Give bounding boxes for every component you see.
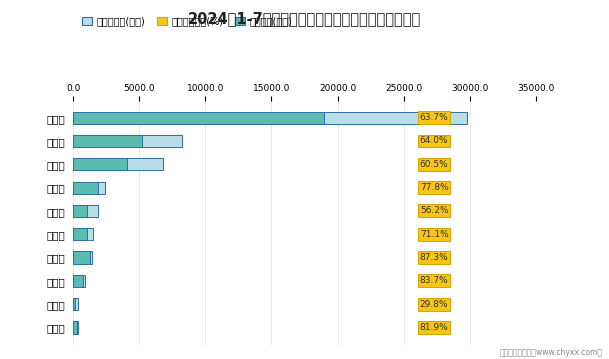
- Text: 56.2%: 56.2%: [420, 206, 448, 215]
- Bar: [73, 298, 78, 310]
- Bar: [73, 205, 87, 217]
- Text: 87.3%: 87.3%: [420, 253, 448, 262]
- Text: 83.7%: 83.7%: [420, 276, 448, 285]
- Bar: [73, 182, 98, 194]
- Text: 63.7%: 63.7%: [420, 113, 448, 122]
- Bar: [73, 158, 127, 171]
- Bar: [73, 135, 143, 147]
- Bar: [73, 252, 92, 264]
- Bar: [73, 321, 78, 334]
- Bar: [73, 135, 181, 147]
- Bar: [73, 321, 77, 334]
- Text: 制图：智研咨询（www.chyxx.com）: 制图：智研咨询（www.chyxx.com）: [500, 348, 603, 357]
- Legend: 累计进出口(亿元), 累计出口占比(%), 累计出口(亿元): 累计进出口(亿元), 累计出口占比(%), 累计出口(亿元): [78, 13, 297, 31]
- Bar: [73, 112, 467, 124]
- Text: 64.0%: 64.0%: [420, 136, 448, 145]
- Text: 81.9%: 81.9%: [420, 323, 448, 332]
- Bar: [73, 158, 163, 171]
- Bar: [73, 252, 90, 264]
- Bar: [73, 205, 98, 217]
- Bar: [73, 275, 85, 287]
- Bar: [73, 112, 324, 124]
- Text: 2024年1-7月广东省下辖地区累计进出口总额排行榜: 2024年1-7月广东省下辖地区累计进出口总额排行榜: [188, 11, 421, 26]
- Text: 77.8%: 77.8%: [420, 183, 448, 192]
- Text: 71.1%: 71.1%: [420, 230, 448, 239]
- Bar: [73, 182, 105, 194]
- Text: 60.5%: 60.5%: [420, 160, 448, 169]
- Bar: [73, 228, 87, 240]
- Text: 29.8%: 29.8%: [420, 300, 448, 309]
- Bar: [73, 298, 74, 310]
- Bar: [73, 228, 93, 240]
- Bar: [73, 275, 83, 287]
